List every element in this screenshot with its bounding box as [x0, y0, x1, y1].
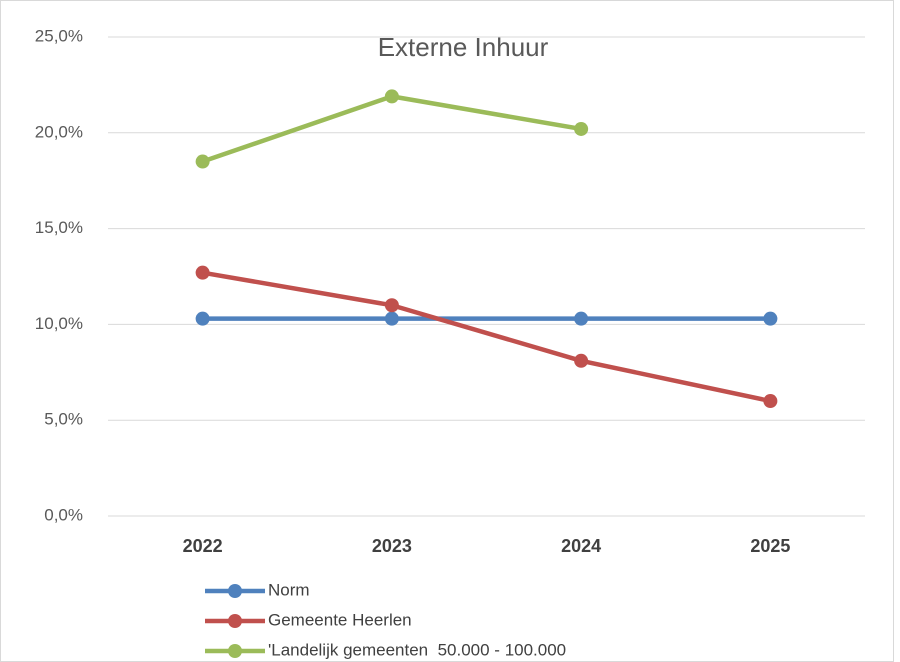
legend-label: 'Landelijk gemeenten 50.000 - 100.000 [268, 640, 566, 659]
point-marker [763, 394, 778, 409]
point-marker [384, 311, 399, 326]
y-tick-label: 5,0% [44, 410, 83, 429]
legend-marker [228, 614, 242, 628]
legend-marker [228, 644, 242, 658]
y-tick-label: 10,0% [35, 314, 83, 333]
x-tick-label: 2022 [183, 536, 223, 556]
point-marker [195, 154, 210, 169]
point-marker [574, 353, 589, 368]
point-marker [195, 311, 210, 326]
point-marker [384, 89, 399, 104]
point-marker [384, 298, 399, 313]
chart-title: Externe Inhuur [378, 32, 549, 62]
x-tick-label: 2023 [372, 536, 412, 556]
x-tick-label: 2024 [561, 536, 601, 556]
y-tick-label: 25,0% [35, 26, 83, 45]
y-tick-label: 20,0% [35, 122, 83, 141]
point-marker [195, 265, 210, 280]
y-tick-label: 0,0% [44, 505, 83, 524]
legend-label: Gemeente Heerlen [268, 610, 412, 629]
point-marker [763, 311, 778, 326]
y-tick-label: 15,0% [35, 218, 83, 237]
point-marker [574, 121, 589, 136]
legend-marker [228, 584, 242, 598]
legend-label: Norm [268, 580, 310, 599]
x-tick-label: 2025 [750, 536, 790, 556]
point-marker [574, 311, 589, 326]
series-line [202, 270, 771, 404]
